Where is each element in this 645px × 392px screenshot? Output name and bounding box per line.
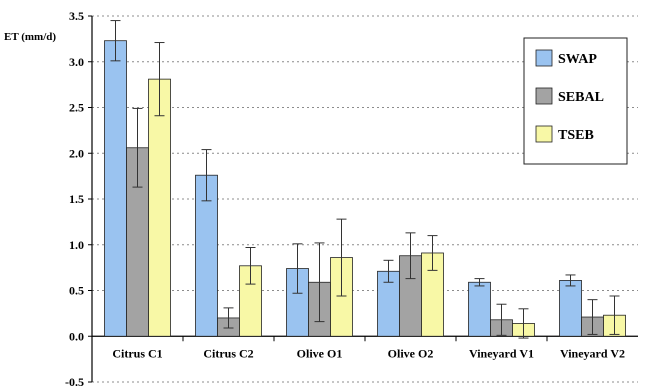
bar — [559, 280, 582, 337]
x-category-label: Olive O2 — [388, 346, 434, 360]
labels: 3.5 3.0 2.5 2.0 1.5 1.0 0.5 0.0 -0.5 Citrus C1 Cit… — [65, 9, 625, 389]
y-tick-label: 0.5 — [69, 284, 84, 298]
bar — [468, 281, 491, 337]
bar — [148, 78, 171, 337]
bars — [104, 20, 626, 339]
y-tick-label: 0.0 — [69, 329, 84, 343]
x-category-label: Vineyard V1 — [469, 346, 534, 360]
y-axis-label: ET (mm/d) — [4, 31, 56, 43]
y-tick-label: 2.0 — [69, 146, 84, 160]
legend-label: SEBAL — [558, 90, 604, 105]
legend-label: TSEB — [558, 128, 594, 143]
y-tick-label: 1.5 — [69, 192, 84, 206]
y-tick-label: 2.5 — [69, 101, 84, 115]
legend-swatch — [535, 87, 553, 105]
legend-swatch — [535, 125, 553, 143]
x-category-label: Vineyard V2 — [560, 346, 625, 360]
axes — [88, 15, 638, 383]
bar — [104, 40, 127, 337]
x-category-label: Olive O1 — [297, 346, 343, 360]
x-category-label: Citrus C1 — [112, 346, 162, 360]
y-tick-label: 1.0 — [69, 238, 84, 252]
legend-swatch — [535, 49, 553, 67]
legend-label: SWAP — [558, 52, 597, 67]
legend: SWAP SEBAL TSEB — [523, 37, 628, 165]
x-category-label: Citrus C2 — [203, 346, 253, 360]
y-tick-label: 3.0 — [69, 55, 84, 69]
y-tick-label: -0.5 — [65, 375, 84, 389]
y-tick-label: 3.5 — [69, 9, 84, 23]
